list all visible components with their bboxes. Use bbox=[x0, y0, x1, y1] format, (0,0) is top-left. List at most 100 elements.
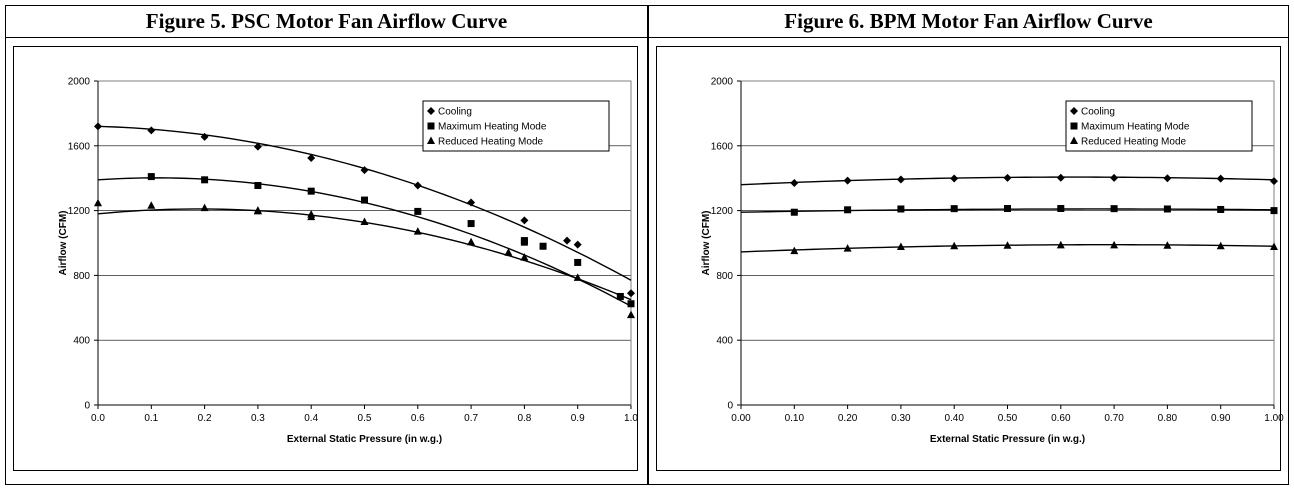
data-point-square bbox=[844, 206, 852, 214]
legend-marker-triangle bbox=[427, 136, 435, 144]
data-point-square bbox=[1004, 204, 1011, 212]
data-point-triangle bbox=[360, 217, 369, 225]
legend-label: Cooling bbox=[438, 107, 472, 118]
data-point-diamond bbox=[200, 132, 209, 141]
x-axis-label: External Static Pressure (in w.g.) bbox=[287, 434, 442, 445]
data-point-triangle bbox=[1003, 241, 1012, 249]
data-point-triangle bbox=[504, 248, 513, 256]
data-point-diamond bbox=[896, 175, 905, 184]
y-tick-label: 2000 bbox=[711, 77, 734, 88]
data-point-square bbox=[520, 238, 528, 246]
figure-5-panel: Figure 5. PSC Motor Fan Airflow Curve 0 4… bbox=[5, 5, 648, 485]
legend-marker-square bbox=[427, 122, 435, 130]
y-tick-label: 1600 bbox=[68, 141, 91, 152]
data-point-triangle bbox=[896, 242, 905, 251]
data-point-triangle bbox=[790, 246, 799, 255]
legend-marker-square bbox=[1070, 122, 1078, 130]
x-tick-label: 0.8 bbox=[517, 413, 531, 424]
data-point-diamond bbox=[360, 166, 369, 175]
data-point-triangle bbox=[627, 310, 635, 319]
data-point-square bbox=[1163, 205, 1171, 213]
x-tick-label: 0.3 bbox=[251, 413, 265, 424]
y-tick-label: 400 bbox=[716, 336, 733, 347]
data-point-diamond bbox=[950, 174, 959, 183]
x-tick-label: 0.10 bbox=[785, 413, 805, 424]
data-point-triangle bbox=[1163, 241, 1172, 249]
y-tick-label: 800 bbox=[716, 271, 733, 282]
x-tick-label: 0.90 bbox=[1211, 413, 1231, 424]
figure-6-title-divider bbox=[649, 37, 1288, 38]
data-point-triangle bbox=[413, 227, 422, 235]
x-tick-label: 0.20 bbox=[838, 413, 858, 424]
legend-box bbox=[1065, 100, 1253, 152]
data-point-diamond bbox=[520, 216, 529, 225]
data-point-triangle bbox=[200, 203, 209, 212]
data-point-square bbox=[950, 205, 958, 213]
data-point-triangle bbox=[253, 206, 262, 214]
data-point-square bbox=[1110, 205, 1118, 213]
data-point-square bbox=[539, 242, 547, 250]
data-point-diamond bbox=[627, 289, 635, 298]
data-point-triangle bbox=[520, 253, 529, 261]
x-tick-label: 0.2 bbox=[198, 413, 212, 424]
figure-5-chart-area: 0 400 800 1200 1600 2000 0.0 0.1 0.2 0.3 0.4 0.5 0.6… bbox=[13, 46, 638, 471]
legend-marker-triangle bbox=[1070, 136, 1078, 144]
x-tick-label: 0.60 bbox=[1051, 413, 1071, 424]
y-tick-label: 1200 bbox=[711, 206, 734, 217]
figure-5-title-divider bbox=[6, 37, 647, 38]
data-point-square bbox=[1057, 204, 1065, 212]
x-tick-label: 0.30 bbox=[891, 413, 911, 424]
data-point-triangle bbox=[573, 273, 582, 281]
legend-label: Reduced Heating Mode bbox=[438, 137, 544, 148]
x-tick-label: 0.6 bbox=[411, 413, 425, 424]
x-tick-label: 0.5 bbox=[358, 413, 372, 424]
y-axis-label: Airflow (CFM) bbox=[58, 211, 69, 276]
data-point-diamond bbox=[1270, 177, 1278, 186]
legend-label: Cooling bbox=[1081, 107, 1115, 118]
figure-6-panel: Figure 6. BPM Motor Fan Airflow Curve 0 4… bbox=[648, 5, 1289, 485]
figure-6-chart: 0 400 800 1200 1600 2000 0.00 0.10 0.20 0.30 0.40 0… bbox=[701, 77, 1284, 446]
figure-6-title: Figure 6. BPM Motor Fan Airflow Curve bbox=[784, 9, 1153, 33]
x-axis-label: External Static Pressure (in w.g.) bbox=[930, 434, 1085, 445]
x-tick-label: 0.80 bbox=[1158, 413, 1178, 424]
x-tick-label: 0.4 bbox=[304, 413, 318, 424]
data-point-triangle bbox=[843, 244, 852, 252]
y-axis-label: Airflow (CFM) bbox=[701, 211, 712, 276]
data-point-diamond bbox=[843, 176, 852, 185]
data-point-diamond bbox=[1003, 173, 1012, 182]
data-point-square bbox=[1217, 205, 1225, 213]
legend-label: Reduced Heating Mode bbox=[1081, 137, 1187, 148]
y-tick-label: 800 bbox=[73, 271, 90, 282]
x-tick-label: 0.9 bbox=[571, 413, 585, 424]
data-point-triangle bbox=[1056, 240, 1065, 249]
data-point-triangle bbox=[1270, 242, 1278, 251]
data-point-square bbox=[616, 292, 624, 300]
data-point-triangle bbox=[147, 201, 156, 209]
y-tick-label: 0 bbox=[727, 401, 733, 412]
figure-5-title: Figure 5. PSC Motor Fan Airflow Curve bbox=[145, 9, 508, 33]
data-point-diamond bbox=[413, 181, 422, 190]
figure-5-chart: 0 400 800 1200 1600 2000 0.0 0.1 0.2 0.3 0.4 0.5 0.6… bbox=[58, 77, 638, 446]
y-tick-label: 1200 bbox=[68, 206, 91, 217]
data-point-diamond bbox=[307, 153, 316, 162]
legend-label: Maximum Heating Mode bbox=[1081, 122, 1190, 133]
y-tick-label: 2000 bbox=[68, 77, 91, 88]
x-tick-label: 0.50 bbox=[998, 413, 1018, 424]
data-point-triangle bbox=[467, 237, 476, 246]
data-point-square bbox=[897, 205, 905, 213]
data-point-square bbox=[361, 196, 368, 204]
data-point-square bbox=[790, 208, 798, 216]
legend-box bbox=[422, 100, 610, 152]
data-point-diamond bbox=[1163, 174, 1172, 183]
data-point-diamond bbox=[1216, 174, 1225, 183]
x-tick-label: 1.00 bbox=[1264, 413, 1284, 424]
data-point-square bbox=[254, 181, 262, 189]
data-point-square bbox=[147, 173, 155, 181]
data-point-square bbox=[627, 300, 635, 308]
data-point-triangle bbox=[94, 198, 102, 207]
legend-marker-diamond bbox=[427, 107, 435, 115]
data-point-square bbox=[467, 220, 475, 228]
data-point-triangle bbox=[307, 210, 316, 218]
x-tick-label: 0.1 bbox=[144, 413, 158, 424]
data-point-diamond bbox=[790, 179, 799, 188]
